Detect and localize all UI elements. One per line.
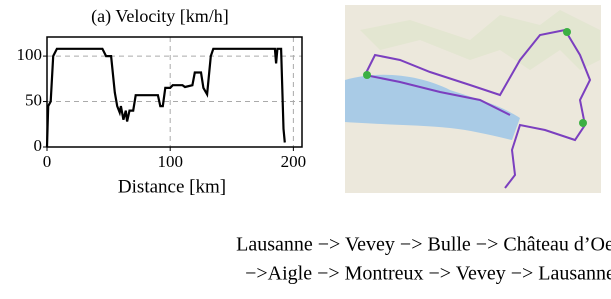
x-tick-label: 0	[43, 152, 52, 171]
velocity-line	[47, 49, 285, 147]
map	[345, 5, 601, 193]
x-axis-label: Distance [km]	[118, 176, 226, 197]
plot-frame	[47, 37, 302, 147]
marker	[579, 119, 587, 127]
y-tick-label: 0	[34, 136, 43, 155]
y-tick-label: 100	[17, 45, 43, 64]
x-tick-label: 100	[157, 152, 183, 171]
marker	[363, 71, 371, 79]
figure: (a) Velocity [km/h] Distance [km] Lausan…	[0, 0, 611, 299]
chart-title: (a) Velocity [km/h]	[91, 6, 229, 27]
marker	[563, 28, 571, 36]
caption-line: Lausanne −> Vevey −> Bulle −> Château d’…	[236, 234, 611, 256]
caption-line: −>Aigle −> Montreux −> Vevey −> Lausanne	[245, 263, 611, 285]
x-tick-label: 200	[281, 152, 307, 171]
y-tick-label: 50	[25, 90, 42, 109]
